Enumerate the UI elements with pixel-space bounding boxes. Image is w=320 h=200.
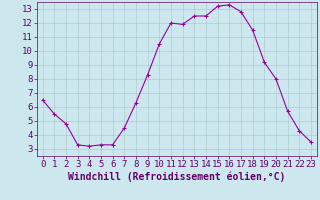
X-axis label: Windchill (Refroidissement éolien,°C): Windchill (Refroidissement éolien,°C)	[68, 172, 285, 182]
